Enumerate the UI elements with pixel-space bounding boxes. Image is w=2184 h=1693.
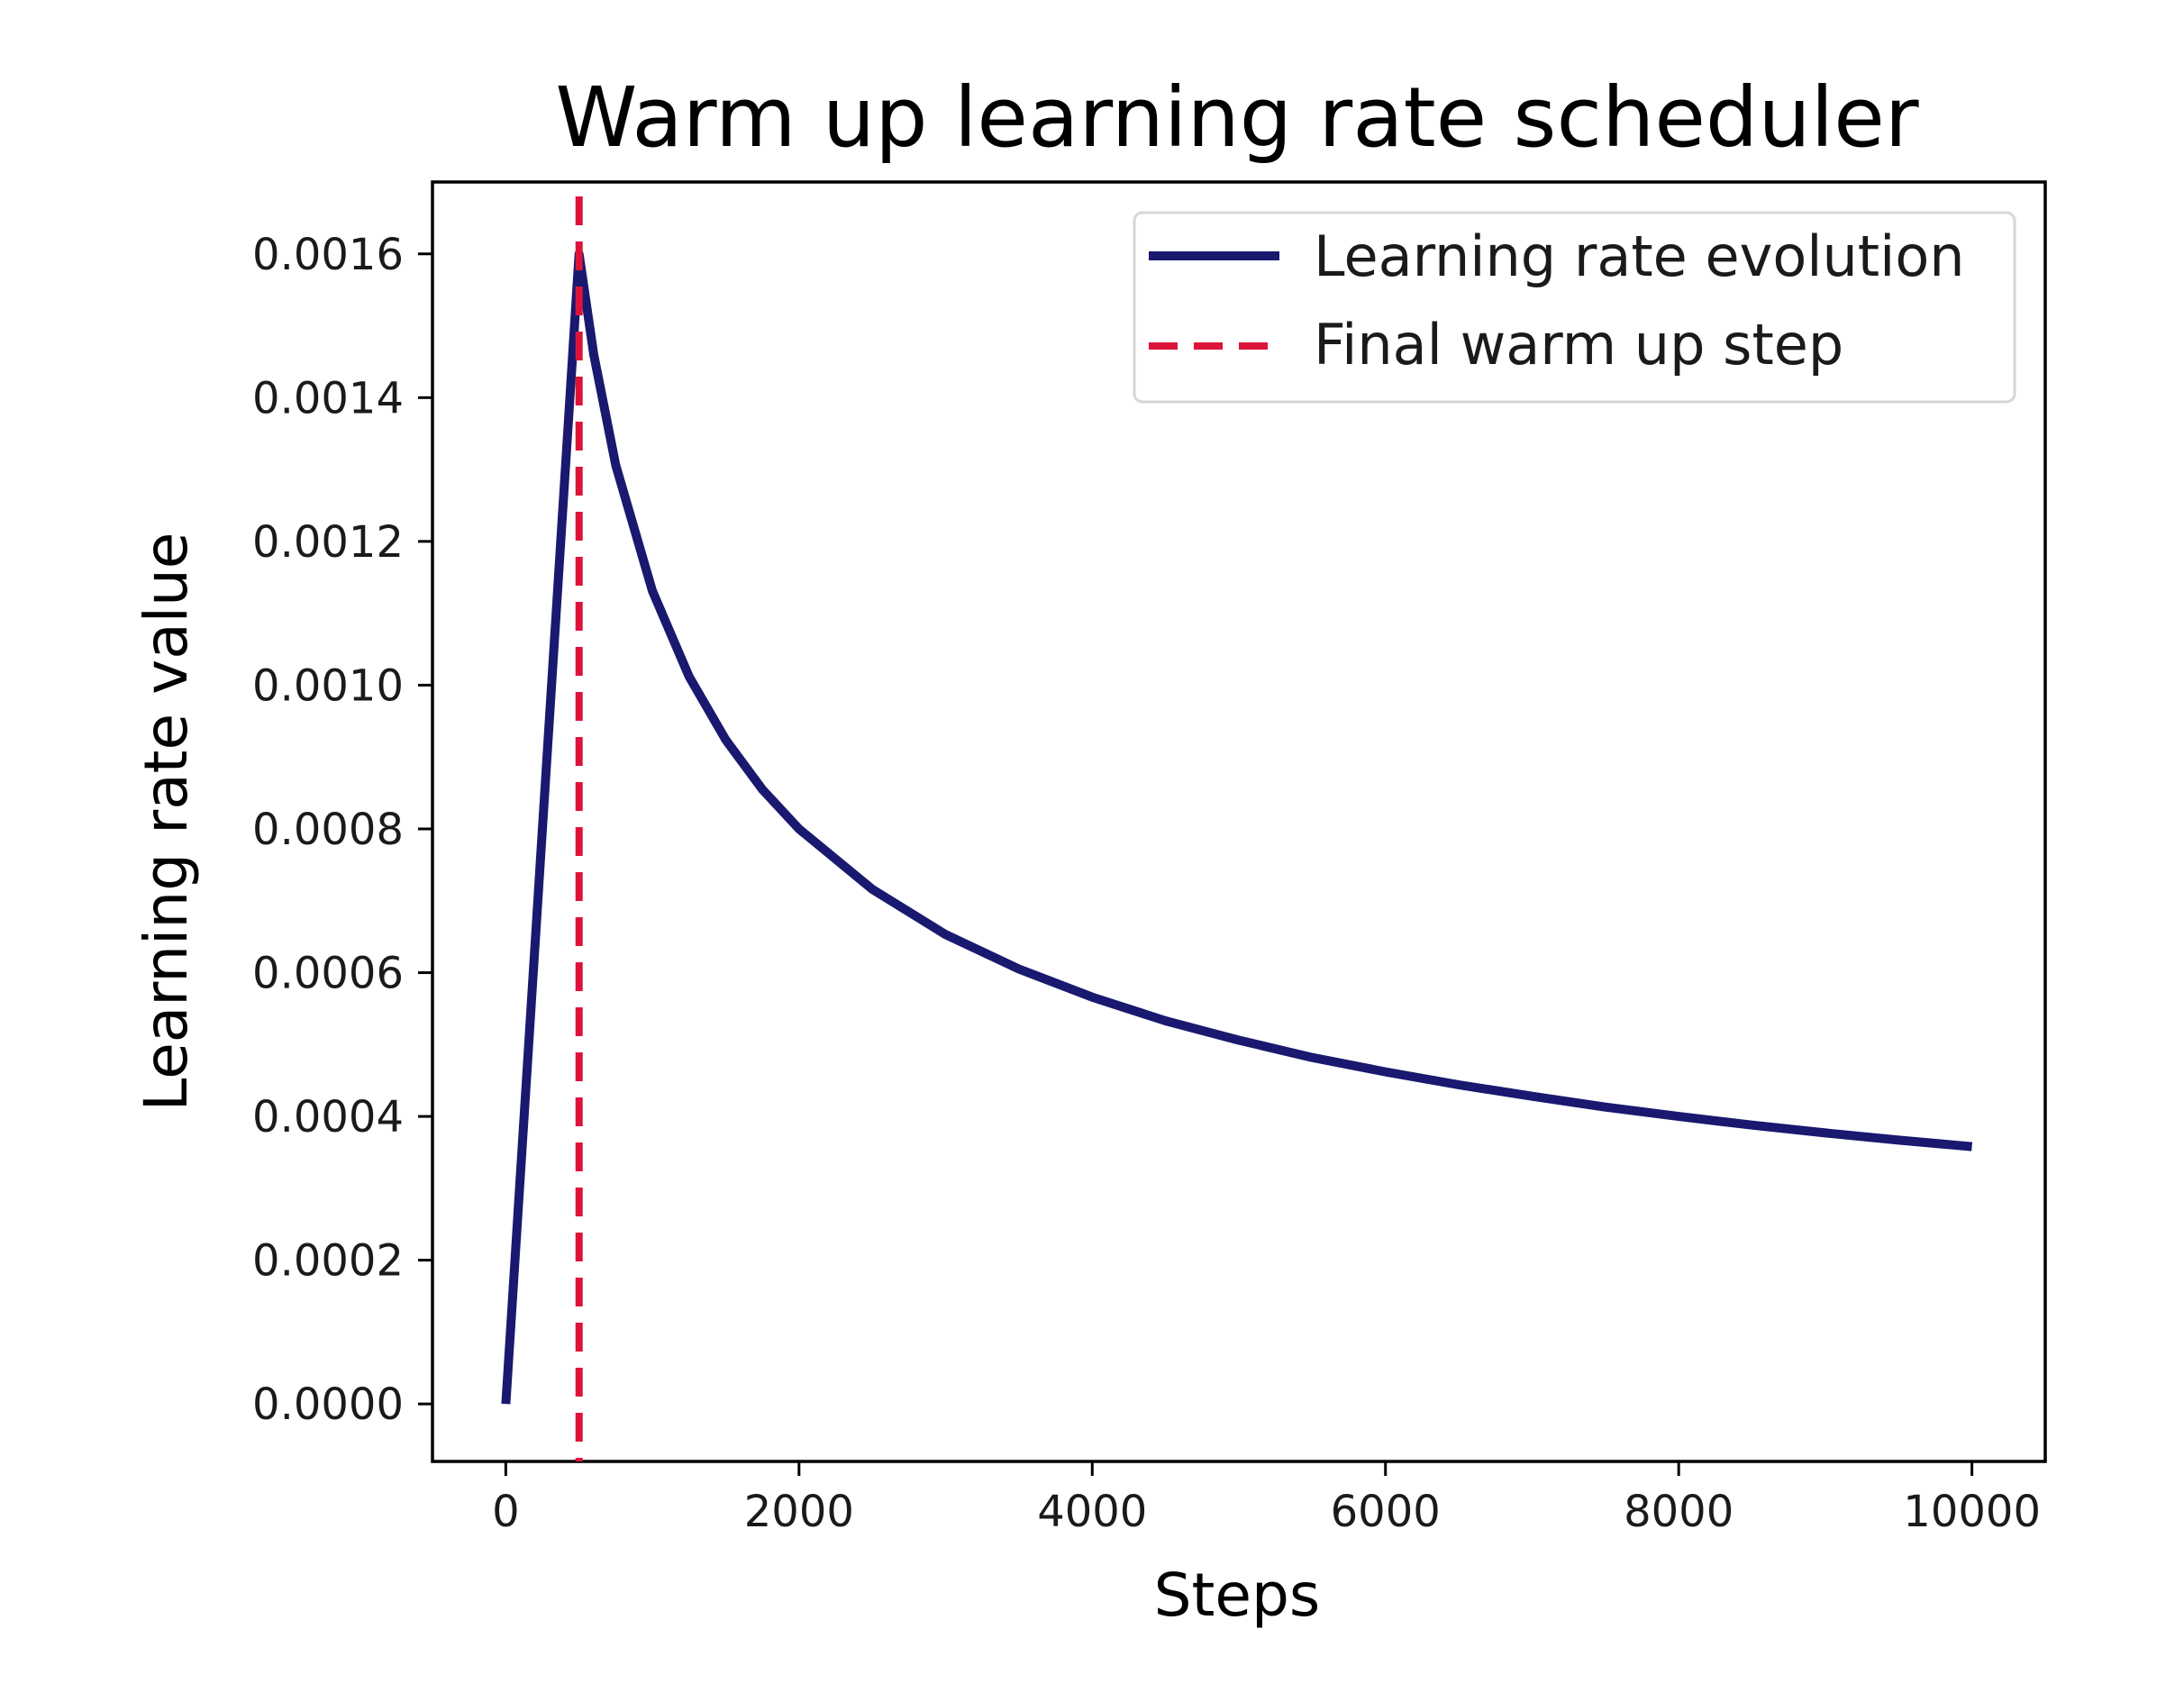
y-tick-label: 0.0012 (252, 517, 404, 568)
x-tick-label: 10000 (1903, 1487, 2041, 1537)
legend: Learning rate evolution Final warm up st… (1133, 211, 2016, 404)
x-tick-label: 8000 (1624, 1487, 1734, 1537)
chart-title: Warm up learning rate scheduler (555, 69, 1918, 166)
y-tick-label: 0.0010 (252, 660, 404, 711)
y-tick-label: 0.0006 (252, 949, 404, 999)
legend-label-final-warm-up-step: Final warm up step (1314, 312, 1843, 378)
legend-label-learning-rate: Learning rate evolution (1314, 223, 1965, 289)
x-tick-label: 4000 (1037, 1487, 1147, 1537)
y-tick-label: 0.0008 (252, 805, 404, 855)
series-line-learning-rate (501, 249, 1973, 1405)
y-tick-label: 0.0002 (252, 1236, 404, 1287)
y-axis: 0.0000 0.0002 0.0004 0.0006 0.0008 0.0010 0.00… (252, 230, 432, 1430)
y-tick-label: 0.0016 (252, 230, 404, 280)
x-axis: 0 2000 4000 6000 8000 10000 (492, 1461, 2041, 1537)
y-tick-label: 0.0014 (252, 373, 404, 423)
x-tick-label: 0 (492, 1487, 520, 1537)
y-tick-label: 0.0004 (252, 1092, 404, 1142)
x-tick-label: 2000 (744, 1487, 854, 1537)
y-axis-label: Learning rate value (132, 532, 201, 1112)
x-tick-label: 6000 (1331, 1487, 1441, 1537)
y-tick-label: 0.0000 (252, 1379, 404, 1430)
data-layer (501, 196, 1973, 1461)
x-axis-label: Steps (1154, 1561, 1321, 1630)
legend-frame (1133, 211, 2016, 404)
